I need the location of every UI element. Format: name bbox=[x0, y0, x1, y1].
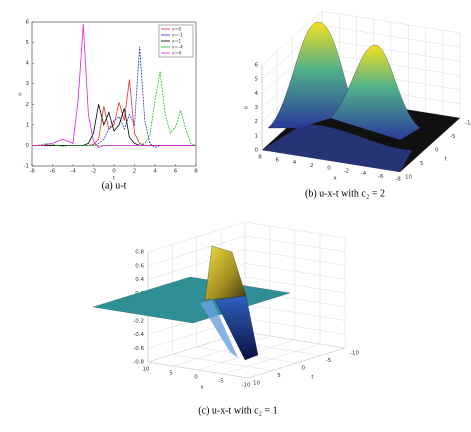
y-axis-label: t bbox=[311, 375, 314, 381]
series-line bbox=[32, 46, 196, 148]
x-tick-label: 0 bbox=[327, 166, 331, 172]
legend-label: x=-1 bbox=[172, 33, 183, 39]
z-tick-label: -0.6 bbox=[133, 346, 144, 352]
x-tick-label: -6 bbox=[378, 174, 384, 180]
y-tick-label: 5 bbox=[277, 373, 281, 379]
x-tick-label: -6 bbox=[50, 169, 56, 175]
y-tick-label: 5 bbox=[420, 161, 424, 167]
y-tick-label: -10 bbox=[465, 121, 471, 127]
x-tick-label: -4 bbox=[70, 169, 76, 175]
grid-line bbox=[261, 10, 461, 66]
grid-line bbox=[247, 238, 346, 379]
z-tick-label: 0 bbox=[255, 148, 259, 154]
y-tick-label: 0 bbox=[26, 143, 30, 149]
x-axis-label: t bbox=[113, 176, 116, 182]
y-tick-label: 4 bbox=[26, 61, 30, 67]
x-tick-label: 0 bbox=[194, 375, 198, 381]
y-tick-label: 10 bbox=[405, 175, 412, 181]
y-tick-label: -1 bbox=[24, 164, 29, 170]
z-axis-label: u bbox=[244, 105, 248, 111]
x-tick-label: 0 bbox=[112, 169, 116, 175]
x-tick-label: 6 bbox=[276, 157, 280, 163]
x-tick-label: -8 bbox=[29, 169, 35, 175]
z-tick-label: 3 bbox=[255, 105, 259, 111]
x-tick-label: 5 bbox=[169, 371, 173, 377]
y-tick-label: 6 bbox=[26, 20, 30, 26]
grid-line bbox=[147, 221, 346, 253]
y-tick-label: -10 bbox=[350, 351, 359, 357]
series-line bbox=[32, 24, 196, 148]
grid-line bbox=[147, 235, 346, 267]
z-tick-label: 5 bbox=[255, 77, 259, 83]
surface-ridge bbox=[262, 124, 412, 172]
grid-line bbox=[172, 244, 273, 371]
surface-edge bbox=[200, 300, 238, 358]
x-axis-label: x bbox=[333, 176, 337, 182]
y-axis-label: u bbox=[18, 92, 22, 98]
x-tick-label: -8 bbox=[395, 177, 401, 183]
x-tick-label: 2 bbox=[310, 163, 314, 169]
x-axis-label: x bbox=[200, 385, 204, 391]
x-tick-label: 6 bbox=[174, 169, 178, 175]
z-tick-label: 0.8 bbox=[135, 250, 144, 256]
legend-label: x=0 bbox=[172, 27, 181, 33]
y-tick-label: 10 bbox=[253, 381, 260, 387]
x-tick-label: 4 bbox=[153, 169, 157, 175]
surface-trough bbox=[214, 295, 259, 361]
x-tick-label: -2 bbox=[344, 168, 349, 174]
y-tick-label: -5 bbox=[326, 358, 332, 364]
surface-b bbox=[262, 21, 460, 172]
series-line bbox=[32, 79, 196, 146]
z-tick-label: -0.4 bbox=[133, 332, 144, 338]
x-tick-label: 2 bbox=[133, 169, 137, 175]
z-tick-label: 6 bbox=[255, 63, 259, 69]
y-tick-label: 2 bbox=[26, 102, 30, 108]
legend-label: x=-4 bbox=[172, 45, 183, 51]
z-tick-label: 4 bbox=[255, 91, 259, 97]
y-tick-label: 0 bbox=[302, 366, 306, 372]
legend-label: x=4 bbox=[172, 51, 181, 57]
y-tick-label: 1 bbox=[26, 122, 30, 128]
surface-crest bbox=[204, 245, 247, 301]
panel-a: -8 -6 -4 -2 0 2 4 6 8 -1 0 1 2 3 4 5 6 t u x=0x=-1x=1x=-4x=… bbox=[18, 20, 198, 182]
z-tick-label: 0.6 bbox=[135, 263, 144, 269]
caption: (c) u-x-t with c₂ = 1 bbox=[198, 405, 277, 416]
y-tick-label: 0 bbox=[435, 148, 439, 154]
x-tick-label: -5 bbox=[218, 379, 224, 385]
surface-plane bbox=[92, 276, 291, 324]
x-tick-label: 8 bbox=[194, 169, 198, 175]
y-tick-label: 5 bbox=[26, 40, 30, 46]
series-line bbox=[32, 71, 197, 147]
x-tick-label: -2 bbox=[91, 169, 96, 175]
surface-hill bbox=[329, 44, 421, 141]
grid-line bbox=[147, 252, 249, 379]
caption: (b) u-x-t with c₂ = 2 bbox=[305, 188, 385, 199]
caption: (a) u-t bbox=[102, 180, 127, 191]
z-tick-label: -0.8 bbox=[133, 360, 144, 366]
grid-line bbox=[196, 237, 297, 364]
legend-label: x=1 bbox=[172, 39, 181, 45]
y-tick-label: 3 bbox=[26, 81, 30, 87]
x-tick-label: 10 bbox=[143, 367, 150, 373]
z-tick-label: 2 bbox=[255, 119, 259, 125]
x-tick-label: 8 bbox=[258, 155, 262, 161]
x-tick-label: -10 bbox=[242, 383, 251, 389]
x-tick-label: 4 bbox=[293, 160, 297, 166]
grid-line bbox=[147, 249, 346, 280]
z-tick-label: -0.2 bbox=[133, 318, 144, 324]
y-axis-label: t bbox=[445, 157, 448, 163]
y-tick-label: -5 bbox=[450, 134, 456, 140]
x-tick-label: -4 bbox=[361, 171, 367, 177]
surface-c bbox=[92, 245, 291, 361]
z-tick-label: 1 bbox=[255, 133, 259, 139]
z-tick-label: 0.4 bbox=[135, 277, 144, 283]
